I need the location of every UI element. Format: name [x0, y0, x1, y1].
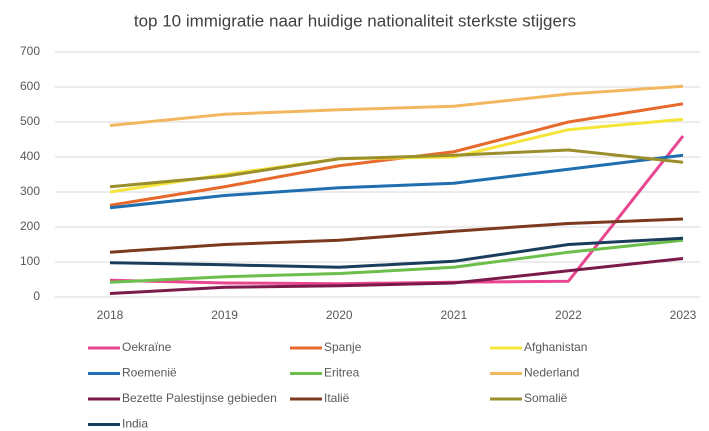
x-tick-label: 2020	[326, 308, 353, 322]
legend-label: Somalië	[524, 391, 568, 405]
y-tick-label: 0	[33, 289, 40, 303]
legend-label: Italië	[324, 391, 350, 405]
x-tick-label: 2022	[555, 308, 582, 322]
y-tick-label: 200	[20, 219, 40, 233]
series-line	[109, 257, 684, 295]
legend-label: Bezette Palestijnse gebieden	[122, 391, 277, 405]
legend-label: Eritrea	[324, 366, 360, 380]
series-line	[109, 236, 684, 269]
chart-title: top 10 immigratie naar huidige nationali…	[134, 11, 576, 30]
series-line	[109, 238, 684, 284]
series-line	[109, 217, 684, 254]
legend-label: Afghanistan	[524, 340, 587, 354]
y-tick-label: 600	[20, 79, 40, 93]
legend-label: Roemenië	[122, 366, 177, 380]
y-tick-label: 400	[20, 149, 40, 163]
y-tick-label: 700	[20, 44, 40, 58]
y-tick-label: 100	[20, 254, 40, 268]
y-tick-label: 500	[20, 114, 40, 128]
x-tick-label: 2023	[670, 308, 697, 322]
legend-label: India	[122, 417, 148, 431]
series-line	[109, 84, 684, 127]
series-line	[109, 148, 684, 189]
x-tick-label: 2018	[97, 308, 124, 322]
x-tick-label: 2021	[440, 308, 467, 322]
x-tick-label: 2019	[211, 308, 238, 322]
y-tick-label: 300	[20, 184, 40, 198]
legend-label: Spanje	[324, 340, 362, 354]
series-line	[109, 153, 684, 210]
legend-label: Nederland	[524, 366, 579, 380]
legend-label: Oekraïne	[122, 340, 172, 354]
